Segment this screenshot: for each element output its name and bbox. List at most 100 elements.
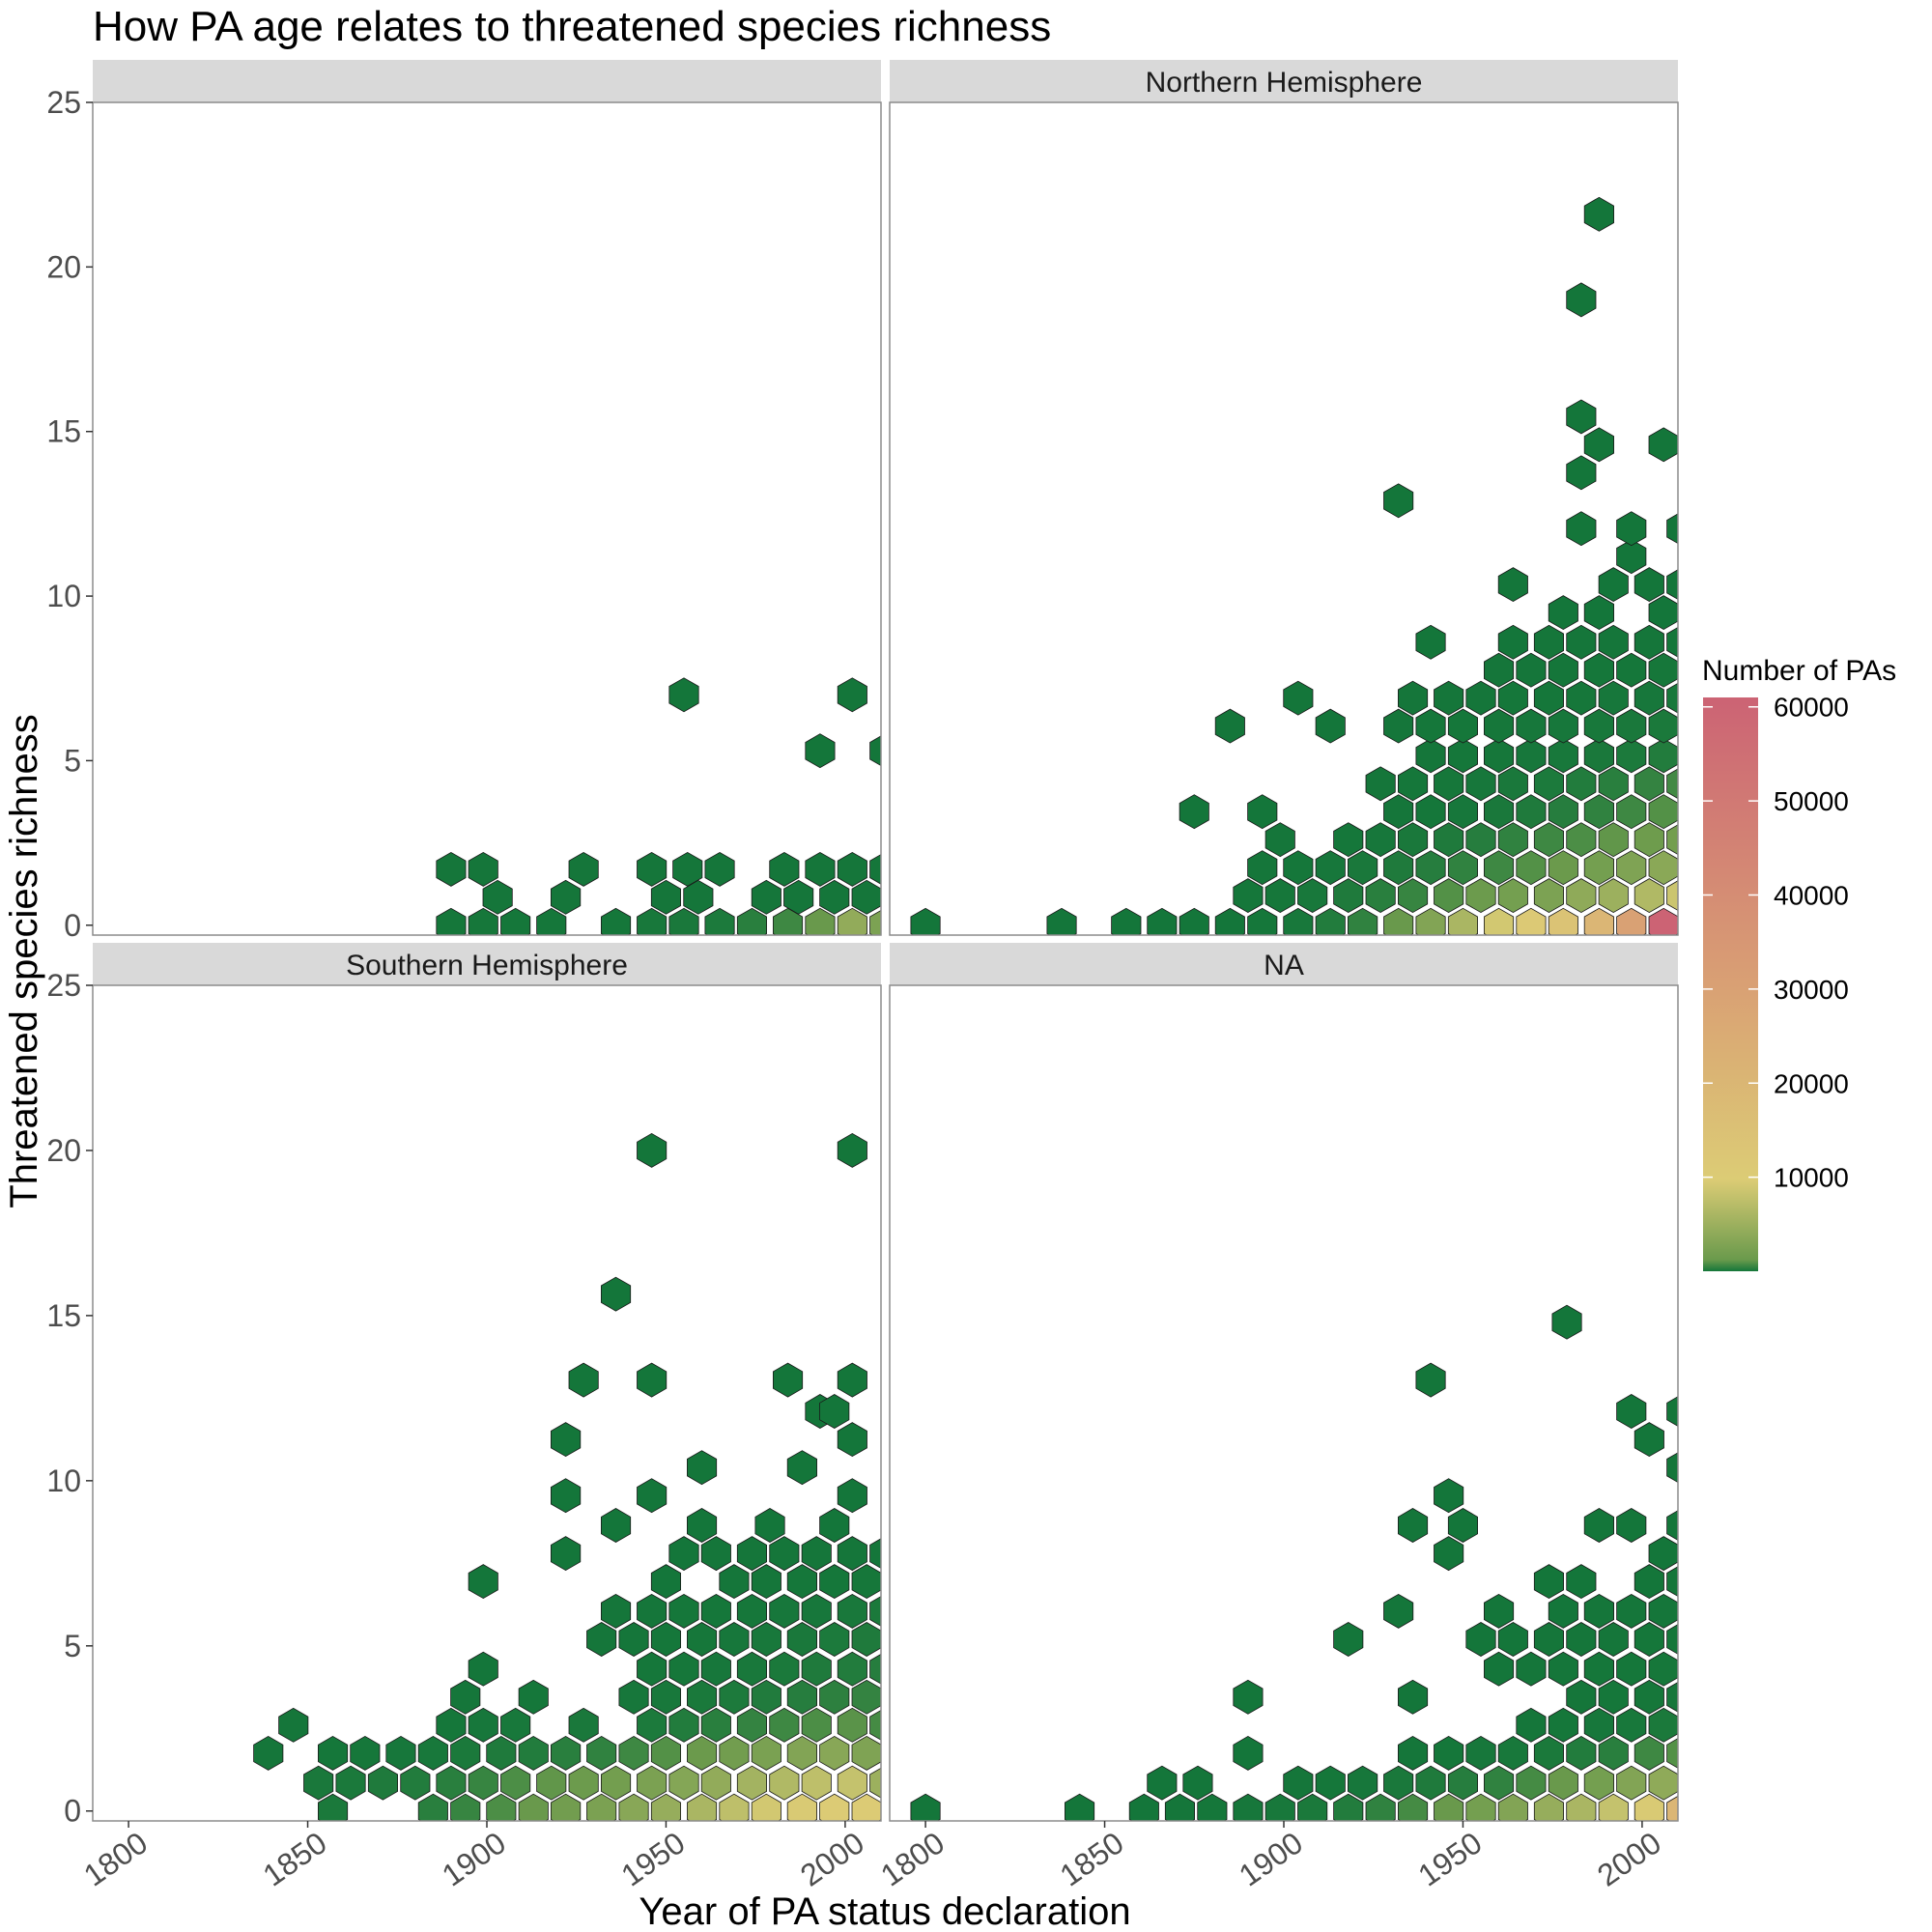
hexbin-cell [1365, 878, 1396, 914]
hexbin-cell [1447, 1508, 1478, 1543]
hexbin-cell [253, 1735, 284, 1771]
hexbin-cell [1365, 822, 1396, 858]
hexbin-cell [668, 1707, 699, 1743]
hexbin-cell [786, 1622, 817, 1657]
hexbin-cell [1685, 1708, 1714, 1742]
hexbin-cell [819, 1508, 850, 1543]
hexbin-cell [482, 879, 513, 915]
hexbin-cell [1583, 738, 1614, 774]
hexbin-cell [801, 1765, 832, 1801]
hexbin-cell [1666, 682, 1678, 714]
hexbin-cell [1648, 427, 1678, 463]
hexbin-cell [618, 1793, 649, 1821]
hexbin-cell [1182, 1765, 1213, 1801]
hexbin-cell [1699, 568, 1728, 602]
hexbin-cell [618, 1679, 649, 1715]
hexbin-cell [1533, 878, 1564, 914]
y-tick-label: 25 [46, 85, 81, 120]
hexbin-cell [436, 1707, 467, 1743]
hexbin-cell [1497, 680, 1528, 716]
hexbin-cell [1415, 850, 1446, 886]
hexbin-cell [805, 907, 836, 935]
hexbin-cell [1533, 624, 1564, 660]
hexbin-cell [751, 1735, 781, 1771]
hexbin-cell [1566, 1793, 1597, 1821]
hexbin-cell [1533, 1735, 1564, 1771]
hexbin-cell [1283, 850, 1314, 886]
hexbin-cell [837, 1422, 867, 1458]
hexbin-cell [367, 1765, 399, 1801]
hexbin-cell [1616, 1651, 1647, 1687]
hexbin-cell [1583, 652, 1614, 688]
hexbin-cell [1315, 708, 1346, 744]
hexbin-cell [1685, 540, 1714, 574]
hexbin-cell [1634, 1422, 1664, 1458]
hexbin-cell [736, 1593, 767, 1629]
hexbin-cell [1147, 907, 1178, 935]
hexbin-cell [551, 1536, 582, 1572]
hexbin-cell [650, 1564, 681, 1600]
hexbin-cell [1598, 1679, 1629, 1715]
hexbin-cell [869, 1596, 881, 1627]
hexbin-cell [551, 879, 582, 915]
hexbin-cell [1465, 878, 1496, 914]
hexbin-cell [1484, 850, 1515, 886]
hexbin-cell [350, 1735, 381, 1771]
panel-2-border [889, 101, 1679, 936]
strip-label-southern-hemisphere: Southern Hemisphere [346, 950, 628, 981]
hexbin-cell [1616, 1508, 1647, 1543]
hexbin-cell [1484, 794, 1515, 830]
hexbin-cell [468, 851, 498, 887]
hexbin-cell [1583, 427, 1614, 463]
hexbin-cell [637, 1593, 668, 1629]
hexbin-cell [837, 1651, 867, 1687]
hexbin-cell [1533, 822, 1564, 858]
hexbin-cell [551, 1793, 582, 1821]
hexbin-cell [1598, 1622, 1629, 1657]
hexbin-cell [1283, 1765, 1314, 1801]
chart-title: How PA age relates to threatened species… [93, 3, 1051, 50]
hexbin-cell [637, 1478, 668, 1514]
hexbin-cell [1566, 1679, 1597, 1715]
hexbin-cell [668, 907, 699, 935]
hexbin-cell [637, 907, 668, 935]
panel-1-background [93, 102, 881, 935]
hexbin-cell [1666, 626, 1678, 658]
hexbin-cell [1666, 1396, 1678, 1427]
hexbin-cell [586, 1622, 617, 1657]
hexbin-cell [1566, 1622, 1597, 1657]
hexbin-cell [1566, 1564, 1597, 1600]
hexbin-cell [1666, 824, 1678, 856]
hexbin-cell [1398, 878, 1429, 914]
legend-colorbar [1703, 697, 1758, 1271]
hexbin-cell [601, 907, 632, 935]
hexbin-cell [910, 1793, 941, 1821]
hexbin-cell [1616, 1707, 1647, 1743]
hexbin-cell [769, 1536, 800, 1572]
hexbin-cell [1566, 399, 1597, 435]
hexbin-cell [687, 1508, 718, 1543]
x-tick-label: 1850 [257, 1825, 333, 1892]
hexbin-cell [1616, 850, 1647, 886]
strip-panel-3 [93, 943, 881, 985]
hexbin-cell [668, 1593, 699, 1629]
hexbin-cell [551, 1478, 582, 1514]
hexbin-cell [450, 1735, 481, 1771]
hexbin-cell [1465, 1622, 1496, 1657]
hexbin-cell [1516, 738, 1547, 774]
hexbin-cell [568, 851, 599, 887]
hexbin-cell [1383, 1593, 1414, 1629]
hexbin-cell [1598, 680, 1629, 716]
hexbin-cell [1283, 907, 1314, 935]
hexbin-cell [801, 1651, 832, 1687]
y-tick-label: 25 [46, 968, 81, 1003]
hexbin-cell [910, 907, 941, 935]
legend-title: Number of PAs [1702, 655, 1896, 687]
hexbin-cell [751, 1679, 781, 1715]
hexbin-cell [719, 1735, 750, 1771]
hexbin-cell [769, 1651, 800, 1687]
hexbin-cell [568, 1707, 599, 1743]
hexbin-cell [687, 1622, 718, 1657]
hexbin-cell [1434, 1735, 1464, 1771]
hexbin-cell [536, 907, 567, 935]
